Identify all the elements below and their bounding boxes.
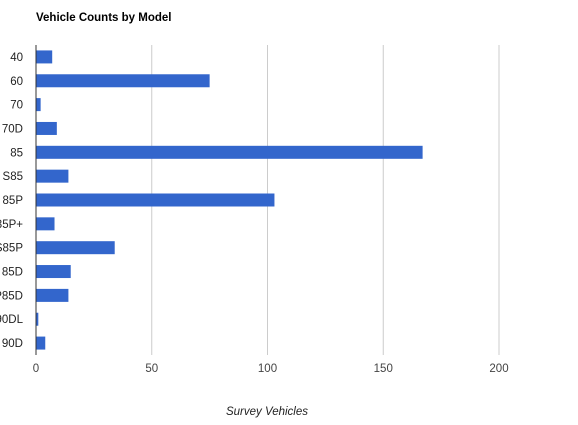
bar[interactable] [36,241,115,255]
chart-title: Vehicle Counts by Model [36,12,172,24]
bar[interactable] [36,169,69,183]
y-tick-label: 70D [2,123,23,135]
bar[interactable] [36,265,71,279]
y-tick-label: 40 [10,52,23,64]
bar[interactable] [36,193,275,207]
bar[interactable] [36,145,423,159]
x-tick-label: 200 [489,363,508,375]
bar[interactable] [36,336,46,350]
y-tick-label: 85 [10,147,23,159]
axis-labels: 0 50 100 150 200 40 60 70 70D 85 S85 85P S85P+ S85P 85… [0,52,509,375]
bar[interactable] [36,217,55,231]
y-tick-label: S85P+ [0,219,23,231]
bar[interactable] [36,121,57,135]
y-tick-label: 90DL [0,314,24,326]
bars [36,50,423,350]
bar[interactable] [36,98,41,112]
x-tick-label: 0 [33,363,39,375]
y-tick-label: 90D [2,338,23,350]
y-tick-label: 70 [10,100,23,112]
bar[interactable] [36,74,210,88]
bar[interactable] [36,50,53,64]
x-axis-title: Survey Vehicles [226,406,308,418]
x-tick-label: 50 [145,363,158,375]
x-tick-label: 150 [374,363,393,375]
y-tick-label: 85D [2,267,23,279]
y-tick-label: S85P [0,243,23,255]
y-tick-label: 85P [3,195,24,207]
x-tick-label: 100 [258,363,277,375]
y-tick-label: 60 [10,76,23,88]
bar[interactable] [36,288,69,302]
y-tick-label: S85 [3,171,23,183]
bar[interactable] [36,312,39,326]
